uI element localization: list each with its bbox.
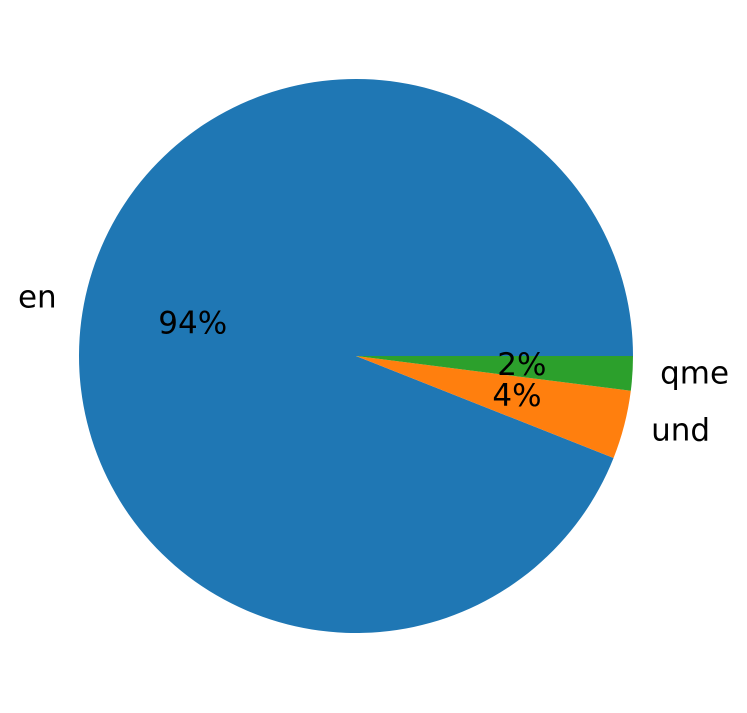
percent-label: 4% [492,378,541,414]
slice-label: und [651,412,710,448]
pie-slice [78,79,633,634]
pie-slice [356,356,631,458]
pie-slice [356,356,633,391]
percent-label: 2% [497,347,546,383]
slice-label: en [18,279,57,315]
percent-label: 94% [158,305,227,341]
slice-label: qme [660,356,729,392]
